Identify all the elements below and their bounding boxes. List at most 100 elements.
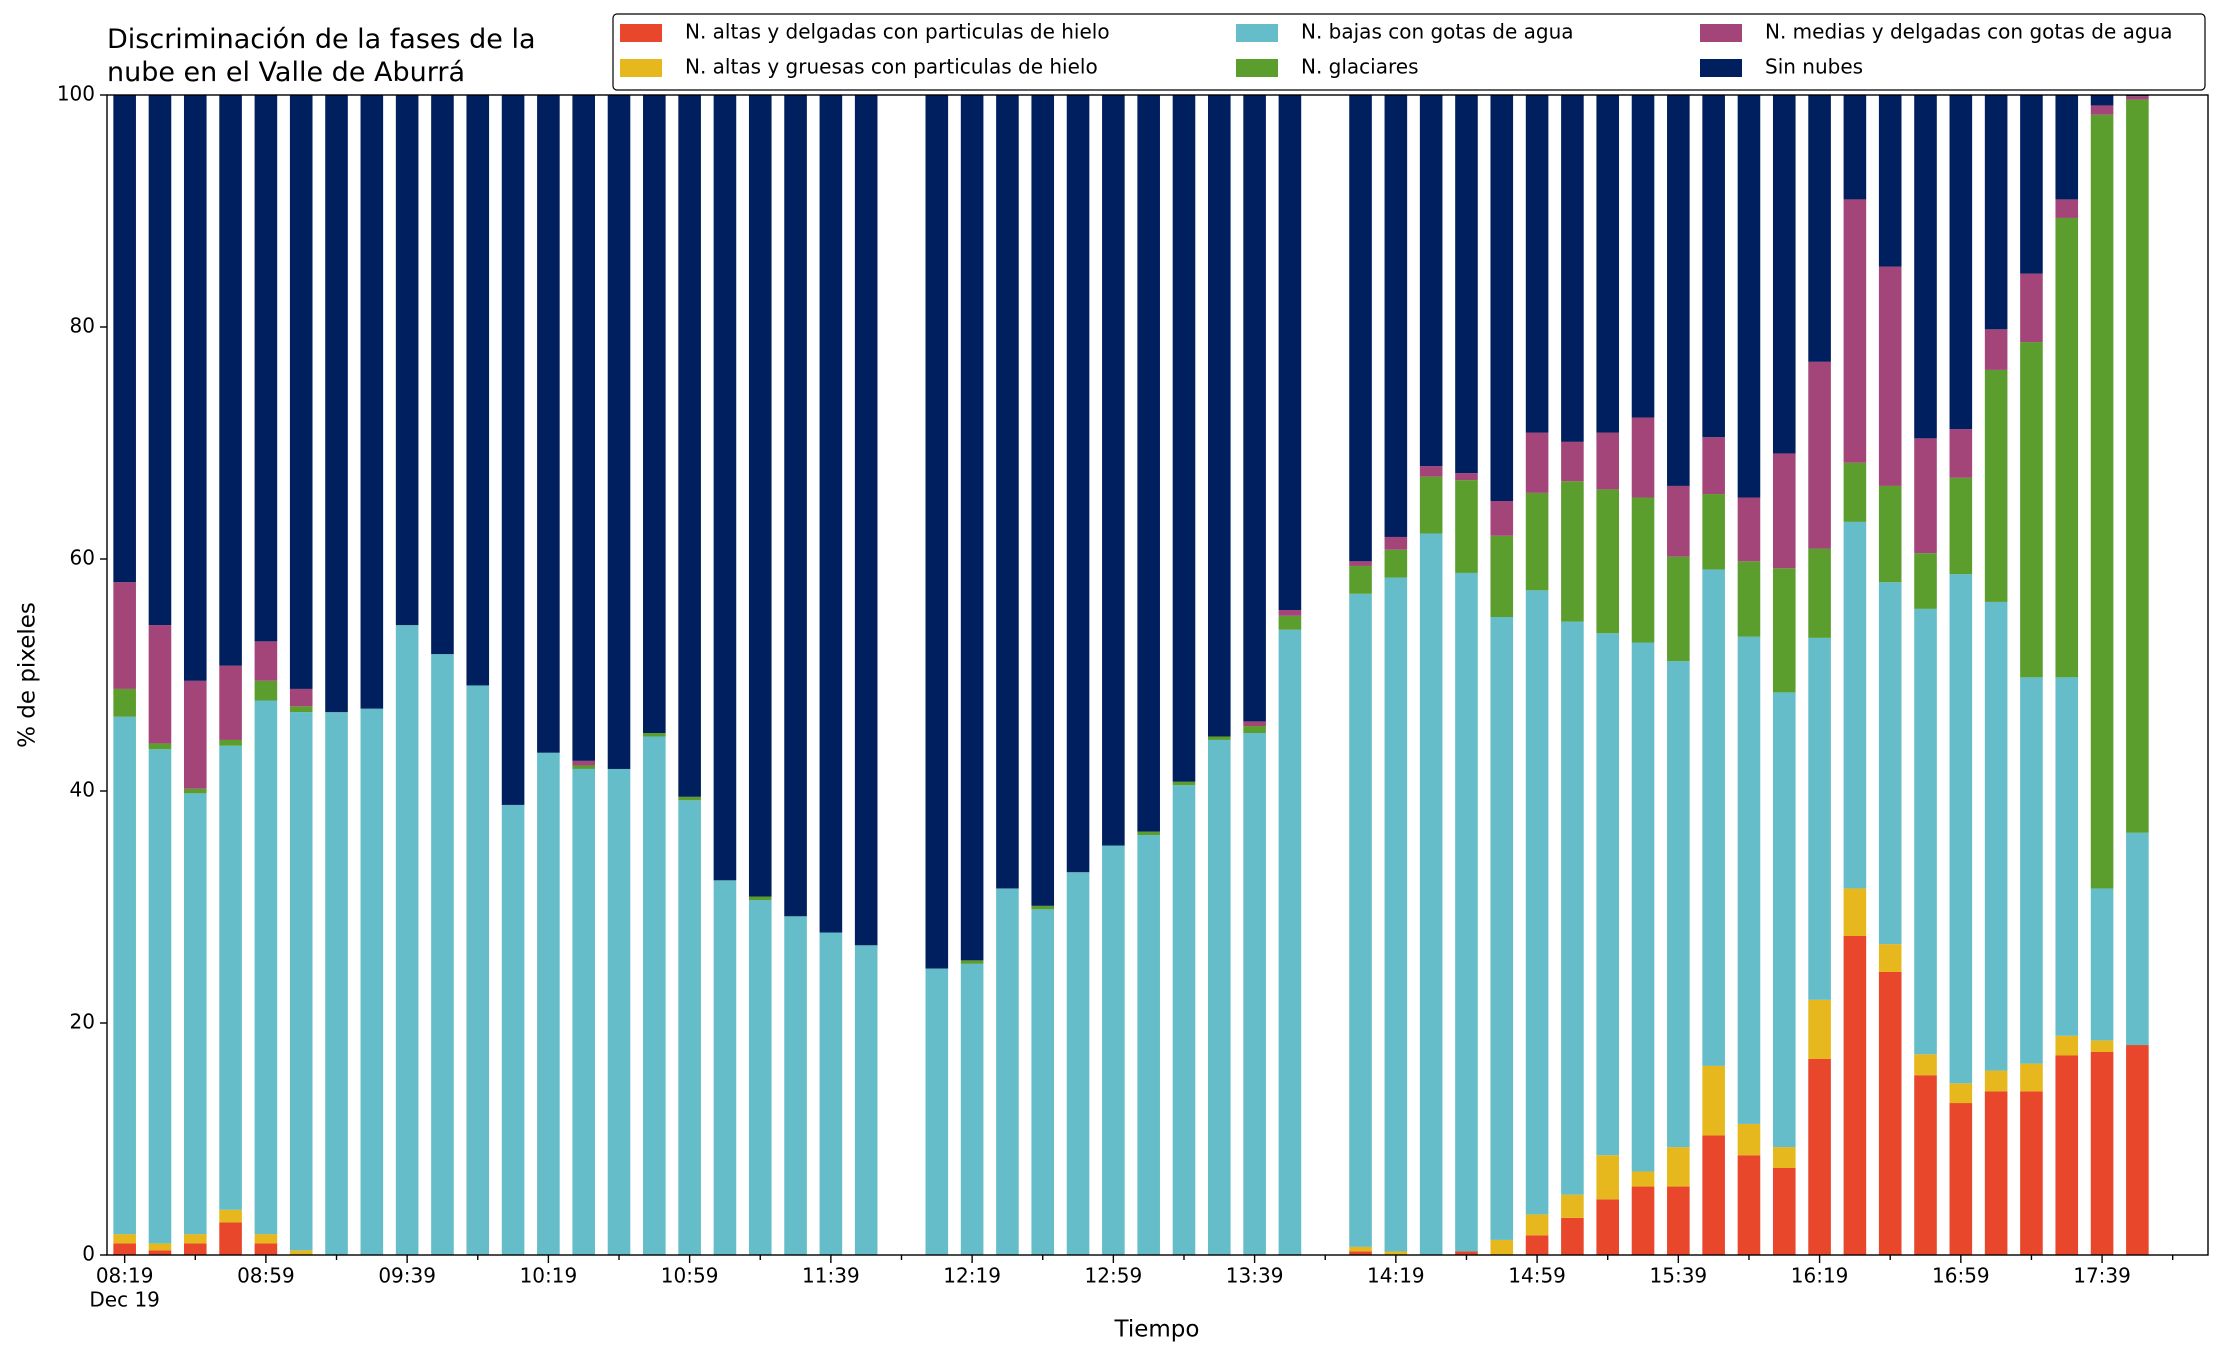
bar-segment (219, 665, 242, 740)
bar-segment (1737, 636, 1761, 1124)
y-tick-label: 20 (70, 1010, 95, 1034)
bar-segment (572, 95, 595, 761)
bar-segment (960, 95, 984, 961)
x-tick-label: 08:59 (237, 1264, 295, 1288)
bar-segment (1419, 95, 1443, 467)
bar-segment (1596, 95, 1620, 433)
bar-segment (501, 804, 525, 1255)
x-tick-label: 14:19 (1367, 1264, 1425, 1288)
bar-segment (1914, 553, 1937, 609)
bar-segment (713, 880, 737, 1255)
bar-segment (1808, 1058, 1831, 1255)
x-tick-label: 08:19 (96, 1264, 154, 1288)
bar-segment (996, 888, 1019, 1255)
bar-segment (2055, 1055, 2079, 1255)
bar-segment (1843, 462, 1867, 522)
x-tick-label: 16:19 (1791, 1264, 1849, 1288)
bar-segment (748, 900, 772, 1255)
bar-segment (960, 960, 984, 964)
bar-segment (289, 1250, 313, 1255)
bar-segment (1772, 692, 1796, 1148)
legend-swatch (1700, 59, 1742, 77)
bar-segment (113, 688, 136, 717)
y-tick-label: 40 (70, 778, 95, 802)
bar-segment (1667, 485, 1690, 557)
bar-segment (784, 95, 807, 917)
bar-segment (1984, 1070, 2008, 1092)
bar-segment (1278, 615, 1302, 630)
bar-segment (1631, 642, 1655, 1172)
bar-segment (1596, 489, 1620, 634)
bar-segment (1490, 1239, 1514, 1255)
bar-segment (1949, 1103, 1973, 1255)
bar-segment (1455, 473, 1478, 481)
bar-segment (1243, 721, 1266, 727)
bar-segment (2090, 114, 2114, 889)
x-axis-label: Tiempo (1114, 1317, 1200, 1343)
chart-title: Discriminación de la fases de la nube en … (107, 24, 536, 88)
bar-segment (2090, 105, 2114, 115)
bar-segment (1878, 944, 1902, 972)
bar-segment (1702, 1135, 1725, 1255)
bar-segment (466, 95, 490, 686)
bar-segment (1984, 1091, 2008, 1255)
bar-segment (1066, 872, 1090, 1255)
bar-segment (1137, 831, 1160, 836)
bar-segment (431, 95, 454, 655)
bar-segment (2090, 1052, 2114, 1255)
bar-segment (1631, 1171, 1655, 1187)
bar-segment (643, 95, 666, 733)
y-tick-label: 60 (70, 546, 95, 570)
bar-segment (1808, 999, 1831, 1059)
bar-segment (1843, 936, 1867, 1255)
bar-segment (254, 1243, 278, 1255)
bar-segment (1384, 549, 1408, 578)
bar-segment (113, 582, 136, 689)
bar-segment (254, 1234, 278, 1244)
bar-segment (254, 680, 278, 701)
bar-segment (1737, 1155, 1761, 1255)
x-tick-label: 12:59 (1085, 1264, 1143, 1288)
bar-segment (1525, 95, 1549, 433)
bar-segment (1596, 432, 1620, 490)
bar-segment (1914, 438, 1937, 554)
bar-segment (1702, 95, 1725, 438)
bar-segment (183, 95, 207, 681)
bar-segment (854, 945, 878, 1255)
bar-segment (1984, 329, 2008, 370)
bar-segment (1949, 429, 1973, 478)
bar-segment (219, 95, 242, 666)
bar-segment (1137, 835, 1160, 1255)
bar-segment (289, 706, 313, 713)
bar-segment (2126, 96, 2149, 100)
bar-segment (431, 654, 454, 1255)
bar-segment (1667, 661, 1690, 1148)
bar-segment (1278, 95, 1302, 611)
bar-segment (1667, 1186, 1690, 1255)
bar-segment (1384, 95, 1408, 537)
bar-segment (1490, 535, 1514, 617)
bar-segment (1525, 590, 1549, 1215)
bar-segment (1667, 95, 1690, 486)
bar-segment (1984, 95, 2008, 330)
plot-frame (106, 94, 2209, 1256)
bar-segment (1808, 548, 1831, 638)
legend: N. altas y delgadas con particulas de hi… (612, 13, 2206, 91)
bar-segment (113, 95, 136, 583)
bar-segment (113, 1243, 136, 1255)
bar-segment (1914, 608, 1937, 1055)
bar-segment (183, 680, 207, 789)
bar-segment (1737, 95, 1761, 498)
bar-segment (854, 95, 878, 946)
bar-segment (537, 752, 560, 1255)
legend-label: N. altas y gruesas con particulas de hie… (685, 55, 1098, 79)
bar-segment (1843, 521, 1867, 889)
bar-segment (1172, 785, 1196, 1255)
bar-segment (1808, 361, 1831, 549)
bar-segment (1525, 1235, 1549, 1255)
legend-swatch (1236, 24, 1278, 42)
bar-segment (1737, 1123, 1761, 1156)
x-tick-label: 10:59 (661, 1264, 719, 1288)
bar-segment (572, 765, 595, 769)
